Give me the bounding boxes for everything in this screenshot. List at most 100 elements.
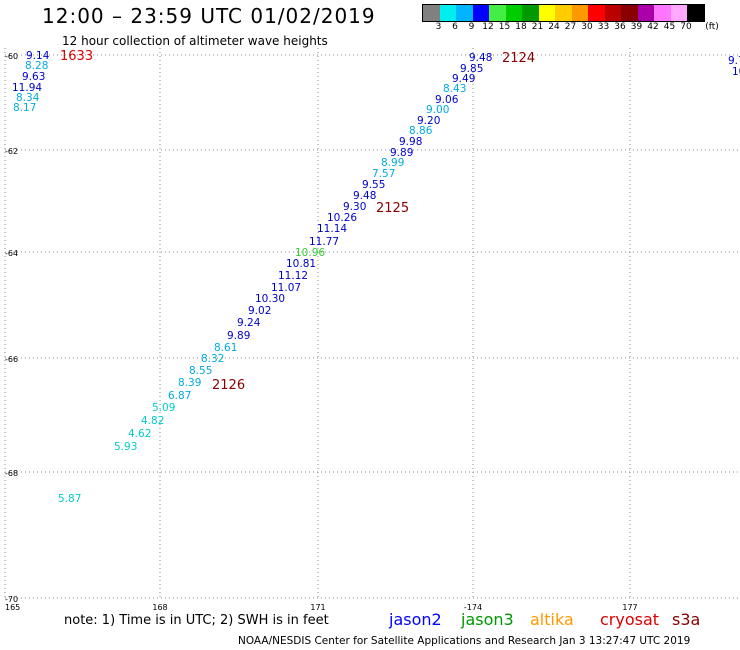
color-swatch: [555, 5, 572, 21]
unit-label: (ft): [705, 22, 719, 32]
color-scale-label: 9: [468, 22, 475, 32]
lat-label: -64: [5, 249, 18, 258]
color-scale-label: 70: [680, 22, 692, 32]
color-swatch: [654, 5, 671, 21]
wave-height-value: 8.39: [178, 377, 201, 389]
pass-number-label: 2125: [376, 201, 409, 216]
color-swatch: [522, 5, 539, 21]
color-scale-label: 3: [435, 22, 442, 32]
wave-height-value: 4.62: [128, 428, 151, 440]
wave-height-value: 8.34: [16, 92, 40, 104]
wave-height-value: 10.81: [286, 258, 316, 270]
wave-height-value: 8.28: [25, 60, 48, 72]
color-swatch: [456, 5, 473, 21]
wave-height-value: 11.77: [309, 236, 339, 248]
wave-height-value: 9.55: [362, 179, 385, 191]
color-scale-label: 6: [452, 22, 458, 32]
lon-label: -174: [464, 603, 482, 612]
map-title: 12:00 – 23:59 UTC 01/02/2019: [42, 4, 376, 28]
color-scale-label: 21: [531, 22, 544, 32]
credit-line: NOAA/NESDIS Center for Satellite Applica…: [238, 635, 691, 647]
lon-label: 168: [152, 603, 167, 612]
wave-height-value: 6.87: [168, 390, 191, 402]
color-scale-label: 15: [498, 22, 511, 32]
color-scale-label: 45: [663, 22, 676, 32]
wave-height-value: 9.30: [343, 201, 366, 213]
wave-height-value: 8.61: [214, 342, 237, 354]
wave-height-value: 7.57: [372, 168, 395, 180]
wave-height-value: 5.09: [152, 402, 175, 414]
satellite-jason2: jason2: [389, 610, 442, 629]
satellite-s3a: s3a: [672, 610, 701, 629]
wave-height-value: 9.48: [353, 190, 376, 202]
color-swatch: [588, 5, 605, 21]
wave-height-value: 5.87: [58, 493, 81, 505]
color-scale-label: 18: [515, 22, 527, 32]
wave-height-value: 9.98: [399, 136, 422, 148]
color-scale-label: 27: [564, 22, 577, 32]
lat-label: -68: [5, 469, 18, 478]
color-scale-labels: 3 6 9 12 15 18 21 24 27 30 33 36 39 42 45 70 (ft): [422, 22, 732, 34]
wave-height-value: 8.43: [443, 83, 466, 95]
footnote: note: 1) Time is in UTC; 2) SWH is in fe…: [64, 613, 329, 628]
color-swatch: [505, 5, 522, 21]
wave-height-value: 10.26: [327, 212, 357, 224]
color-swatch: [423, 5, 440, 21]
color-swatch: [439, 5, 456, 21]
color-swatch: [472, 5, 489, 21]
color-swatch: [489, 5, 506, 21]
map-subtitle: 12 hour collection of altimeter wave hei…: [62, 34, 328, 48]
color-swatch: [604, 5, 621, 21]
lon-label: 177: [622, 603, 637, 612]
color-swatch: [687, 5, 704, 21]
wave-height-value: 9.85: [460, 63, 483, 75]
wave-height-value: 5.93: [114, 441, 137, 453]
color-swatch: [571, 5, 588, 21]
color-scale-label: 12: [482, 22, 494, 32]
wave-height-value: 9.02: [248, 305, 271, 317]
lat-label: -62: [5, 147, 18, 156]
wave-height-value: 8.86: [409, 125, 433, 137]
lat-label: -70: [5, 595, 18, 604]
wave-height-value: 9.14: [26, 50, 50, 62]
wave-height-value: 9.89: [390, 147, 413, 159]
wave-height-value: 11.14: [317, 223, 347, 235]
color-swatch: [637, 5, 654, 21]
color-scale-bar: [422, 4, 705, 22]
wave-height-value: 9.89: [227, 330, 250, 342]
pass-number-label: 2124: [502, 51, 535, 66]
wave-height-value: 9.7: [728, 55, 740, 67]
lat-label: -60: [5, 52, 18, 61]
wave-height-value: 10.30: [255, 293, 285, 305]
color-scale-label: 24: [548, 22, 560, 32]
lon-label: 171: [310, 603, 325, 612]
pass-number-label: 1633: [60, 49, 93, 64]
wave-height-value: 8.32: [201, 353, 224, 365]
wave-height-value: 9.06: [435, 94, 459, 106]
wave-height-value: 4.82: [141, 415, 164, 427]
color-swatch: [621, 5, 638, 21]
wave-height-value: 10: [732, 66, 740, 78]
wave-height-value: 11.07: [271, 282, 301, 294]
color-swatch: [538, 5, 555, 21]
color-scale-label: 33: [597, 22, 610, 32]
lat-label: -66: [5, 355, 18, 364]
wave-height-value: 9.20: [417, 115, 440, 127]
wave-height-value: 9.48: [469, 52, 492, 64]
pass-number-label: 2126: [212, 378, 245, 393]
wave-height-value: 9.24: [237, 317, 261, 329]
wave-height-value: 8.17: [13, 102, 36, 114]
color-scale-label: 39: [630, 22, 643, 32]
wave-height-value: 11.94: [12, 82, 42, 94]
color-swatch: [670, 5, 687, 21]
wave-height-value: 9.49: [452, 73, 475, 85]
color-scale-label: 36: [614, 22, 626, 32]
satellite-altika: altika: [530, 610, 574, 629]
satellite-jason3: jason3: [461, 610, 514, 629]
wave-height-value: 8.99: [381, 157, 404, 169]
wave-height-value: 10.96: [295, 247, 325, 259]
wave-height-value: 11.12: [278, 270, 308, 282]
wave-height-value: 9.00: [426, 104, 449, 116]
